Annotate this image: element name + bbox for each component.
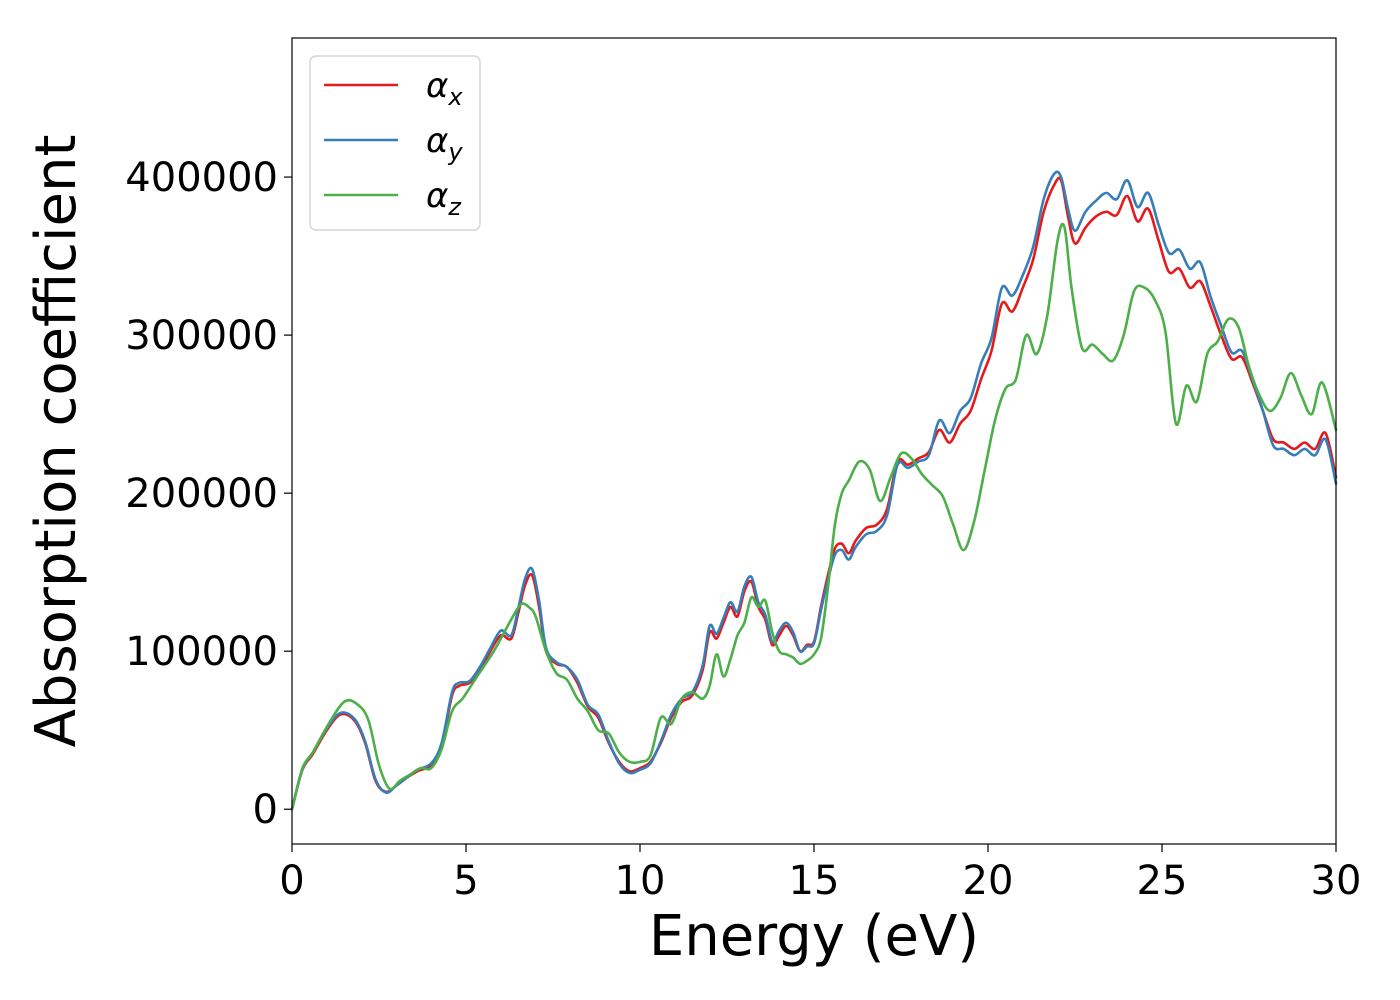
y-tick-label: 200000: [125, 471, 278, 517]
x-axis-title: Energy (eV): [649, 904, 979, 969]
legend-box: [309, 55, 481, 231]
y-tick-label: 400000: [125, 155, 278, 201]
y-tick-label: 300000: [125, 313, 278, 359]
series-layer: [290, 170, 1338, 811]
legend-label-x: αx: [426, 66, 463, 111]
y-axis-title: Absorption coefficient: [24, 135, 89, 748]
y-tick-label: 0: [253, 787, 278, 833]
x-axis-ticks: 0 5 10 15 20 25 30: [279, 844, 1361, 904]
series-line-y: [290, 170, 1338, 811]
x-tick-label: 20: [963, 858, 1014, 904]
x-tick-label: 5: [453, 858, 478, 904]
x-tick-label: 15: [789, 858, 840, 904]
x-tick-label: 10: [615, 858, 666, 904]
x-tick-label: 30: [1311, 858, 1362, 904]
legend-label-y: αy: [426, 121, 463, 166]
y-axis-ticks: 0 100000 200000 300000 400000: [125, 155, 292, 833]
x-tick-label: 25: [1137, 858, 1188, 904]
y-tick-label: 100000: [125, 629, 278, 675]
x-tick-label: 0: [279, 858, 304, 904]
series-line-z: [290, 222, 1338, 811]
